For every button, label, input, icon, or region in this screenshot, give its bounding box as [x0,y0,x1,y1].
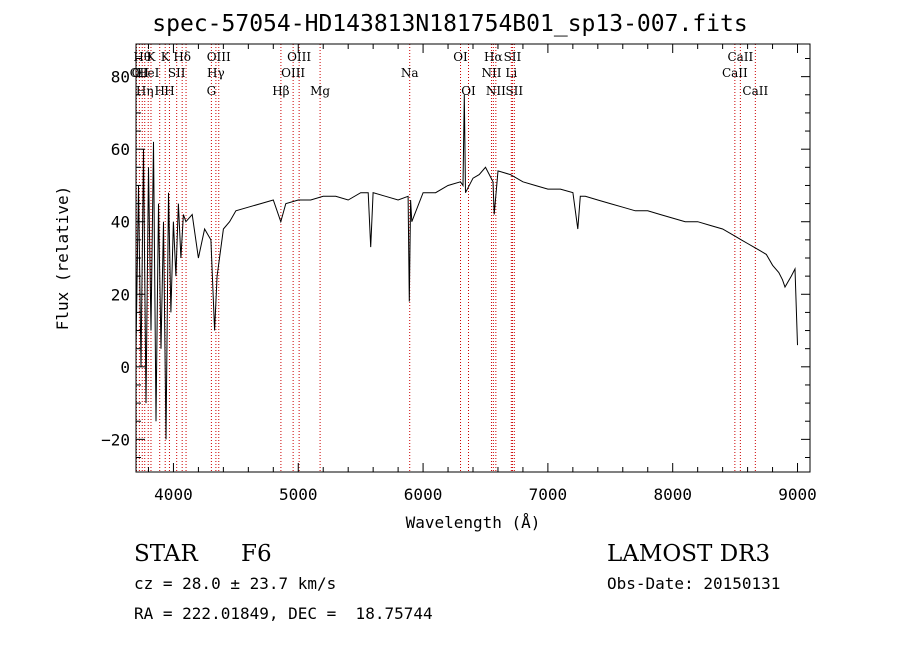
line-label: H [154,84,164,98]
x-tick-label: 5000 [279,485,318,504]
object-class: STAR [134,541,198,567]
line-label: G [207,84,217,98]
line-label: O [132,66,142,80]
chart-title: spec-57054-HD143813N181754B01_sp13-007.f… [152,11,748,37]
line-label: CaII [727,50,753,64]
line-label: Hβ [272,84,289,98]
line-label: HeI [137,66,160,80]
line-label: Na [401,66,419,80]
x-axis-label: Wavelength (Å) [406,513,541,532]
redshift-value: cz = 28.0 ± 23.7 km/s [134,574,337,593]
line-label: SII [505,84,523,98]
line-label: OI [461,84,476,98]
line-label: Hα [484,50,503,64]
x-tick-label: 8000 [653,485,692,504]
line-label: SII [168,66,186,80]
y-tick-label: −20 [101,430,130,449]
spectral-line-labels: OOIIHθHηHeIKHKHSIIHδGHγOIIIHβOIIIOIIIMgN… [130,50,769,98]
line-label: Mg [310,84,330,98]
axis-ticks: 4000 5000 6000 7000 8000 9000 −20 0 20 40 60 80 [101,44,817,504]
line-label: NII [486,84,506,98]
line-label: OIII [287,50,311,64]
coordinates: RA = 222.01849, DEC = 18.75744 [134,604,433,623]
subclass: F6 [241,541,272,567]
line-label: CaII [722,66,748,80]
line-label: OIII [207,50,231,64]
line-label: OII [130,66,150,80]
x-tick-label: 7000 [529,485,568,504]
y-axis-label: Flux (relative) [53,186,72,331]
line-label: Hδ [173,50,191,64]
spectrum-series-line [135,94,798,440]
line-label: K [146,50,156,64]
obs-date: Obs-Date: 20150131 [607,574,781,593]
y-tick-label: 40 [111,213,130,232]
line-label: Li [505,66,517,80]
line-label: Hγ [207,66,225,80]
line-label: CaII [742,84,768,98]
spectral-line-markers [135,44,756,472]
y-tick-label: 0 [120,358,130,377]
line-label: Hθ [133,50,151,64]
survey-name: LAMOST DR3 [607,541,771,567]
line-label: K [161,50,171,64]
y-tick-label: 80 [111,68,130,87]
line-label: H [164,84,174,98]
line-label: Hη [136,84,154,98]
x-tick-label: 6000 [404,485,443,504]
line-label: NII [481,66,501,80]
x-tick-label: 4000 [154,485,193,504]
line-label: OI [453,50,468,64]
line-label: OIII [281,66,305,80]
line-label: SII [504,50,522,64]
plot-frame [135,43,811,473]
y-tick-label: 20 [111,285,130,304]
x-tick-label: 9000 [778,485,817,504]
y-tick-label: 60 [111,140,130,159]
